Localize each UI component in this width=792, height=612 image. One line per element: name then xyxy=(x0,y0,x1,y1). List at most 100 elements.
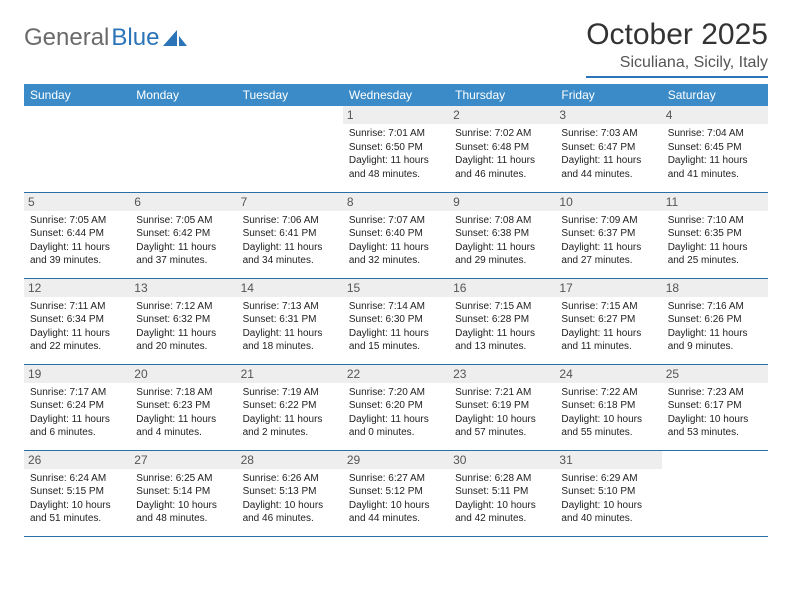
day-details: Sunrise: 6:28 AMSunset: 5:11 PMDaylight:… xyxy=(455,472,549,526)
day-details: Sunrise: 7:22 AMSunset: 6:18 PMDaylight:… xyxy=(561,386,655,440)
day-number: 10 xyxy=(555,193,661,211)
calendar-cell: 12Sunrise: 7:11 AMSunset: 6:34 PMDayligh… xyxy=(24,278,130,364)
calendar-cell: 4Sunrise: 7:04 AMSunset: 6:45 PMDaylight… xyxy=(662,106,768,192)
day-details: Sunrise: 7:14 AMSunset: 6:30 PMDaylight:… xyxy=(349,300,443,354)
day-details: Sunrise: 7:03 AMSunset: 6:47 PMDaylight:… xyxy=(561,127,655,181)
daylight-text: Daylight: 11 hours and 6 minutes. xyxy=(30,413,124,440)
daylight-text: Daylight: 11 hours and 18 minutes. xyxy=(243,327,337,354)
sunrise-text: Sunrise: 7:15 AM xyxy=(455,300,549,314)
day-details: Sunrise: 6:29 AMSunset: 5:10 PMDaylight:… xyxy=(561,472,655,526)
sunset-text: Sunset: 6:27 PM xyxy=(561,313,655,327)
calendar-cell: 3 Sunrise: 7:03 AMSunset: 6:47 PMDaylight… xyxy=(555,106,661,192)
day-number: 8 xyxy=(343,193,449,211)
daylight-text: Daylight: 10 hours and 40 minutes. xyxy=(561,499,655,526)
title-block: October 2025 Siculiana, Sicily, Italy xyxy=(586,18,768,78)
sunset-text: Sunset: 5:11 PM xyxy=(455,485,549,499)
daylight-text: Daylight: 10 hours and 44 minutes. xyxy=(349,499,443,526)
day-details: Sunrise: 7:23 AMSunset: 6:17 PMDaylight:… xyxy=(668,386,762,440)
daylight-text: Daylight: 11 hours and 15 minutes. xyxy=(349,327,443,354)
sunrise-text: Sunrise: 6:29 AM xyxy=(561,472,655,486)
daylight-text: Daylight: 11 hours and 46 minutes. xyxy=(455,154,549,181)
sunset-text: Sunset: 6:31 PM xyxy=(243,313,337,327)
daylight-text: Daylight: 11 hours and 20 minutes. xyxy=(136,327,230,354)
sunset-text: Sunset: 6:44 PM xyxy=(30,227,124,241)
day-number: 15 xyxy=(343,279,449,297)
calendar-cell: 9Sunrise: 7:08 AMSunset: 6:38 PMDaylight… xyxy=(449,192,555,278)
calendar-cell: 21Sunrise: 7:19 AMSunset: 6:22 PMDayligh… xyxy=(237,364,343,450)
daylight-text: Daylight: 10 hours and 53 minutes. xyxy=(668,413,762,440)
calendar-cell: 26Sunrise: 6:24 AMSunset: 5:15 PMDayligh… xyxy=(24,450,130,536)
daylight-text: Daylight: 11 hours and 34 minutes. xyxy=(243,241,337,268)
sunrise-text: Sunrise: 7:12 AM xyxy=(136,300,230,314)
day-details: Sunrise: 7:09 AMSunset: 6:37 PMDaylight:… xyxy=(561,214,655,268)
day-header: Saturday xyxy=(662,84,768,106)
day-details: Sunrise: 6:24 AMSunset: 5:15 PMDaylight:… xyxy=(30,472,124,526)
calendar-cell: 7Sunrise: 7:06 AMSunset: 6:41 PMDaylight… xyxy=(237,192,343,278)
sunrise-text: Sunrise: 7:08 AM xyxy=(455,214,549,228)
day-details: Sunrise: 7:13 AMSunset: 6:31 PMDaylight:… xyxy=(243,300,337,354)
sunrise-text: Sunrise: 7:14 AM xyxy=(349,300,443,314)
sunset-text: Sunset: 5:13 PM xyxy=(243,485,337,499)
daylight-text: Daylight: 10 hours and 42 minutes. xyxy=(455,499,549,526)
logo: GeneralBlue xyxy=(24,18,189,52)
sunset-text: Sunset: 6:20 PM xyxy=(349,399,443,413)
sunrise-text: Sunrise: 7:02 AM xyxy=(455,127,549,141)
day-header: Monday xyxy=(130,84,236,106)
daylight-text: Daylight: 10 hours and 48 minutes. xyxy=(136,499,230,526)
sunrise-text: Sunrise: 7:23 AM xyxy=(668,386,762,400)
logo-text-blue: Blue xyxy=(111,24,159,52)
sunset-text: Sunset: 6:42 PM xyxy=(136,227,230,241)
calendar-cell: 22Sunrise: 7:20 AMSunset: 6:20 PMDayligh… xyxy=(343,364,449,450)
day-details: Sunrise: 7:06 AMSunset: 6:41 PMDaylight:… xyxy=(243,214,337,268)
sunset-text: Sunset: 6:24 PM xyxy=(30,399,124,413)
sunrise-text: Sunrise: 7:05 AM xyxy=(30,214,124,228)
day-details: Sunrise: 7:19 AMSunset: 6:22 PMDaylight:… xyxy=(243,386,337,440)
calendar-week: 26Sunrise: 6:24 AMSunset: 5:15 PMDayligh… xyxy=(24,450,768,536)
sunrise-text: Sunrise: 7:16 AM xyxy=(668,300,762,314)
calendar-cell: 13Sunrise: 7:12 AMSunset: 6:32 PMDayligh… xyxy=(130,278,236,364)
sunrise-text: Sunrise: 6:26 AM xyxy=(243,472,337,486)
calendar-cell: 16Sunrise: 7:15 AMSunset: 6:28 PMDayligh… xyxy=(449,278,555,364)
day-number: 30 xyxy=(449,451,555,469)
sunset-text: Sunset: 6:18 PM xyxy=(561,399,655,413)
daylight-text: Daylight: 11 hours and 44 minutes. xyxy=(561,154,655,181)
daylight-text: Daylight: 11 hours and 32 minutes. xyxy=(349,241,443,268)
calendar-cell: 8Sunrise: 7:07 AMSunset: 6:40 PMDaylight… xyxy=(343,192,449,278)
sunrise-text: Sunrise: 7:09 AM xyxy=(561,214,655,228)
sunset-text: Sunset: 5:10 PM xyxy=(561,485,655,499)
day-details: Sunrise: 6:26 AMSunset: 5:13 PMDaylight:… xyxy=(243,472,337,526)
sunrise-text: Sunrise: 6:24 AM xyxy=(30,472,124,486)
sunset-text: Sunset: 6:22 PM xyxy=(243,399,337,413)
calendar-cell: 1Sunrise: 7:01 AMSunset: 6:50 PMDaylight… xyxy=(343,106,449,192)
day-number: 29 xyxy=(343,451,449,469)
calendar-week: 12Sunrise: 7:11 AMSunset: 6:34 PMDayligh… xyxy=(24,278,768,364)
day-details: Sunrise: 7:18 AMSunset: 6:23 PMDaylight:… xyxy=(136,386,230,440)
calendar-cell: 30 Sunrise: 6:28 AMSunset: 5:11 PMDayligh… xyxy=(449,450,555,536)
day-number: 19 xyxy=(24,365,130,383)
day-number: 17 xyxy=(555,279,661,297)
calendar-cell: 2Sunrise: 7:02 AMSunset: 6:48 PMDaylight… xyxy=(449,106,555,192)
day-header: Friday xyxy=(555,84,661,106)
sunrise-text: Sunrise: 7:04 AM xyxy=(668,127,762,141)
sunrise-text: Sunrise: 7:22 AM xyxy=(561,386,655,400)
daylight-text: Daylight: 10 hours and 51 minutes. xyxy=(30,499,124,526)
sunrise-text: Sunrise: 7:18 AM xyxy=(136,386,230,400)
day-details: Sunrise: 7:05 AMSunset: 6:42 PMDaylight:… xyxy=(136,214,230,268)
daylight-text: Daylight: 11 hours and 27 minutes. xyxy=(561,241,655,268)
day-number: 3 xyxy=(555,106,661,124)
calendar-cell xyxy=(24,106,130,192)
day-details: Sunrise: 7:02 AMSunset: 6:48 PMDaylight:… xyxy=(455,127,549,181)
daylight-text: Daylight: 11 hours and 4 minutes. xyxy=(136,413,230,440)
day-number: 20 xyxy=(130,365,236,383)
sunrise-text: Sunrise: 7:07 AM xyxy=(349,214,443,228)
calendar-table: SundayMondayTuesdayWednesdayThursdayFrid… xyxy=(24,84,768,537)
day-number: 18 xyxy=(662,279,768,297)
sunset-text: Sunset: 6:30 PM xyxy=(349,313,443,327)
calendar-cell xyxy=(237,106,343,192)
day-header-row: SundayMondayTuesdayWednesdayThursdayFrid… xyxy=(24,84,768,106)
daylight-text: Daylight: 11 hours and 13 minutes. xyxy=(455,327,549,354)
day-details: Sunrise: 7:20 AMSunset: 6:20 PMDaylight:… xyxy=(349,386,443,440)
sunset-text: Sunset: 6:23 PM xyxy=(136,399,230,413)
day-details: Sunrise: 7:01 AMSunset: 6:50 PMDaylight:… xyxy=(349,127,443,181)
sunset-text: Sunset: 6:28 PM xyxy=(455,313,549,327)
